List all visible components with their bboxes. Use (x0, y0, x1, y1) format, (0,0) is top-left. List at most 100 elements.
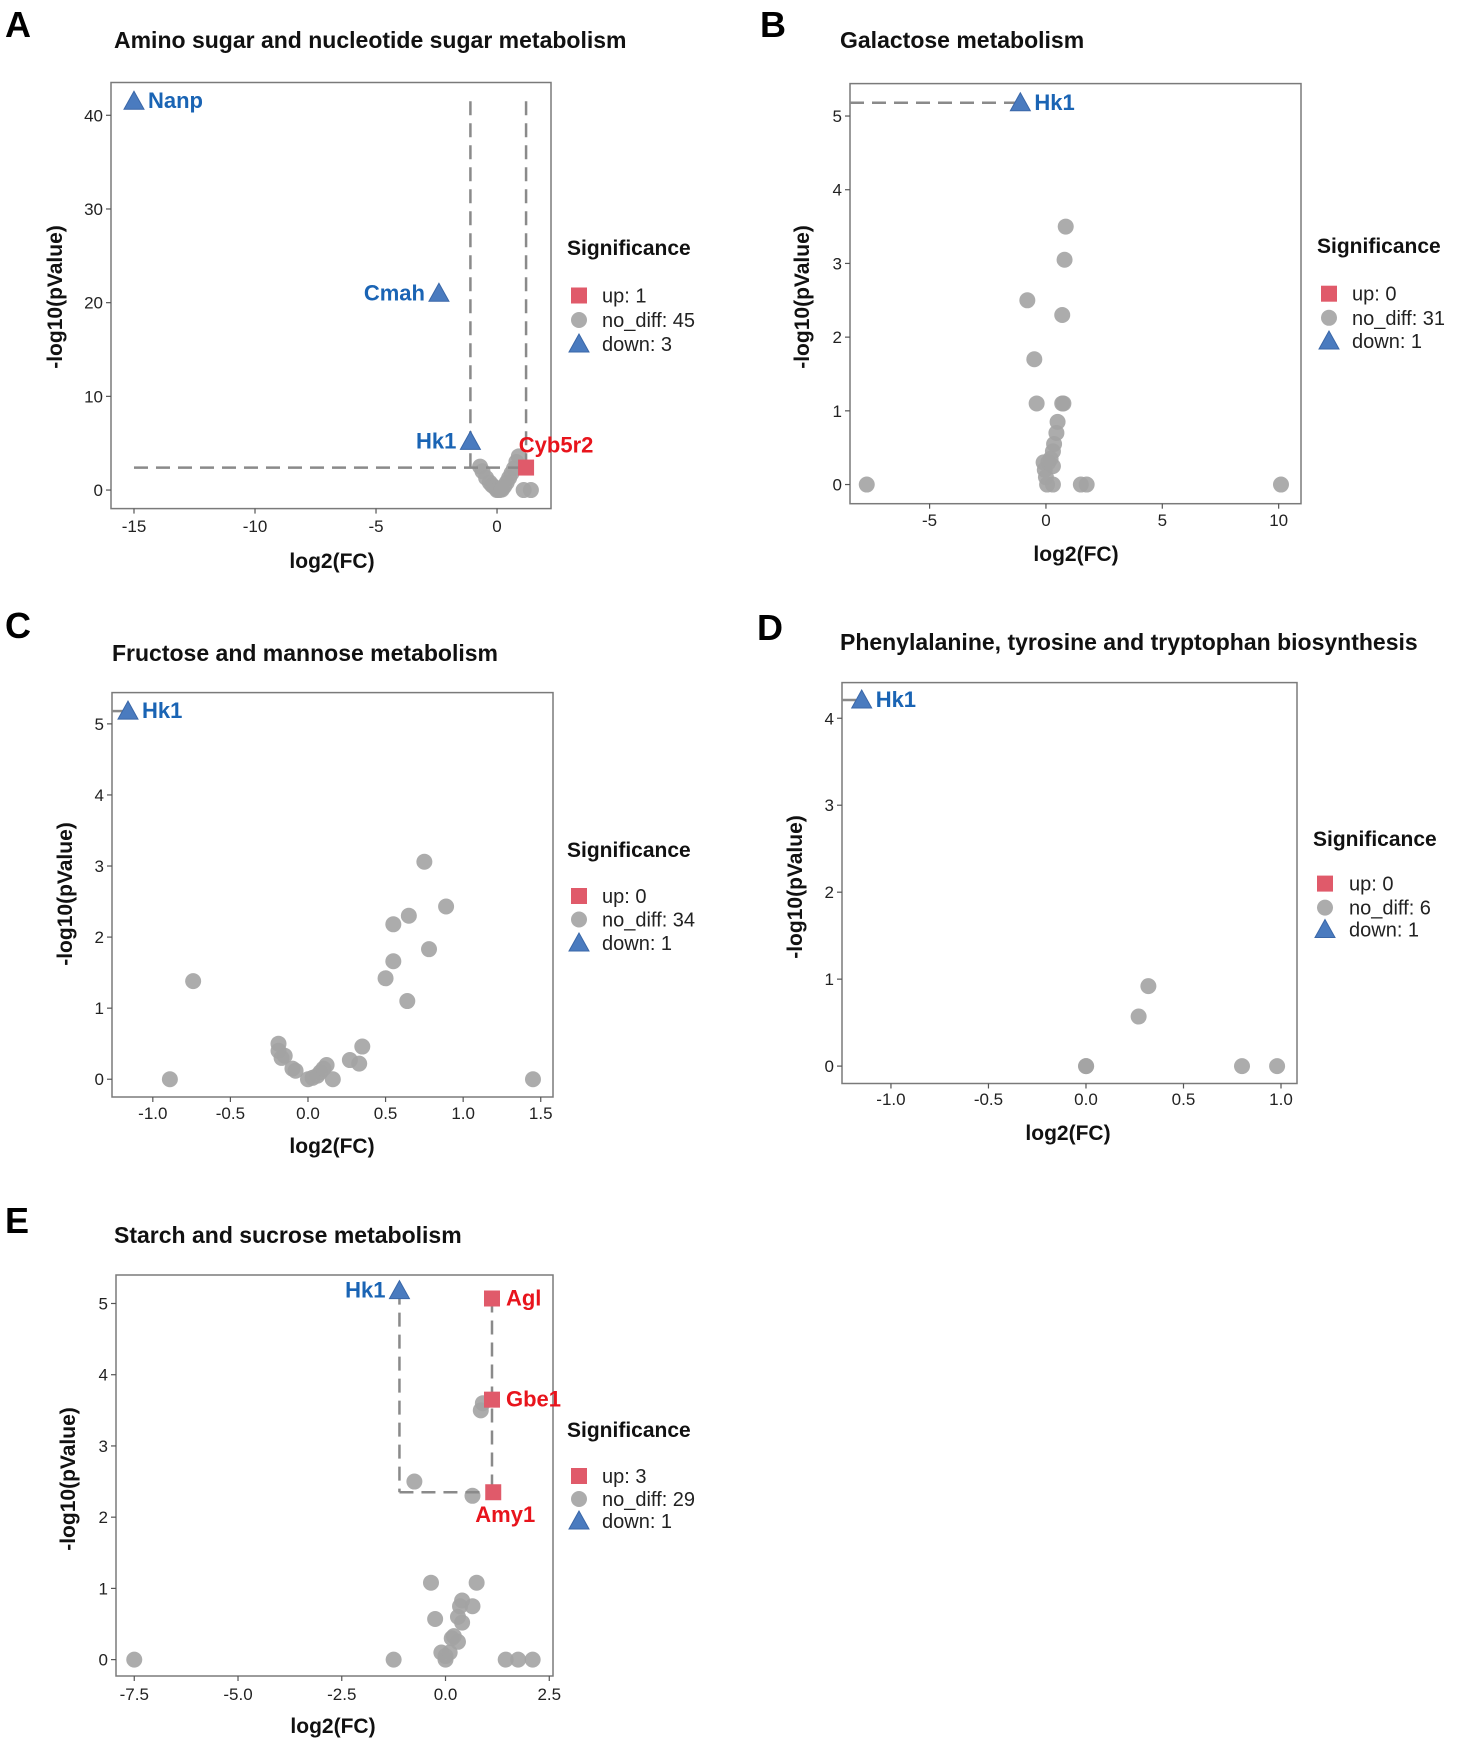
no-diff-point (468, 1574, 485, 1591)
x-tick-label: 0 (1041, 511, 1050, 530)
legend-no-diff-key (571, 312, 587, 328)
legend-item-up: up: 0 (1352, 284, 1396, 306)
points-layer (112, 700, 541, 1088)
x-tick-label: -5 (368, 517, 383, 536)
chart-title: Fructose and mannose metabolism (112, 640, 498, 666)
panel-b: B Galactose metabolism -5 0 5 10 0 1 2 3 4 5 log2(FC… (760, 4, 1445, 566)
y-tick-label: 1 (99, 1579, 108, 1598)
y-tick-label: 20 (84, 294, 103, 313)
no-diff-point (1130, 1008, 1147, 1025)
x-tick-label: 10 (1269, 511, 1288, 530)
legend-no-diff-key (1317, 899, 1333, 916)
x-tick-label: -5.0 (223, 1685, 252, 1704)
no-diff-point (406, 1473, 423, 1490)
x-tick-label: 1.5 (529, 1104, 553, 1123)
legend-up-key (571, 888, 587, 904)
legend-item-down: down: 1 (602, 1511, 672, 1533)
points-layer (123, 90, 539, 499)
x-tick-label: 1.0 (451, 1104, 475, 1123)
legend-title: Significance (567, 1419, 691, 1442)
no-diff-point (427, 1611, 444, 1628)
legend-item-down: down: 1 (1349, 920, 1419, 942)
x-tick-label: 1.0 (1269, 1090, 1293, 1109)
x-tick-label: -5 (922, 511, 937, 530)
no-diff-point (524, 1651, 541, 1668)
no-diff-point (354, 1038, 371, 1055)
x-tick-label: -2.5 (327, 1685, 356, 1704)
legend-item-up: up: 0 (1349, 874, 1393, 896)
down-marker (1009, 91, 1032, 112)
no-diff-point (400, 907, 417, 924)
legend-item-no-diff: no_diff: 6 (1349, 898, 1431, 920)
plot-area (111, 691, 554, 1098)
x-tick-label: 0.0 (434, 1685, 458, 1704)
up-marker (483, 1290, 500, 1307)
y-tick-label: 3 (825, 796, 834, 815)
y-tick-label: 4 (99, 1366, 108, 1385)
y-axis-label: -log10(pValue) (44, 225, 67, 369)
y-tick-label: 1 (825, 970, 834, 989)
x-tick-label: 0.0 (1074, 1090, 1098, 1109)
down-marker (117, 700, 139, 720)
legend-down-key (568, 1509, 590, 1530)
gene-label: Hk1 (142, 698, 182, 723)
no-diff-point (524, 1071, 541, 1088)
legend-title: Significance (1317, 235, 1441, 258)
no-diff-point (276, 1047, 293, 1064)
y-tick-label: 4 (833, 181, 842, 200)
no-diff-point (324, 1071, 341, 1088)
panel-letter: C (5, 605, 31, 646)
legend-down-key (1314, 918, 1336, 938)
chart-title: Phenylalanine, tyrosine and tryptophan b… (840, 629, 1418, 655)
no-diff-point (185, 973, 202, 990)
no-diff-point (1026, 351, 1043, 368)
legend-down-key (568, 931, 590, 952)
no-diff-point (399, 993, 416, 1010)
y-tick-label: 0 (94, 481, 103, 500)
no-diff-point (464, 1598, 481, 1615)
no-diff-point (1044, 458, 1061, 475)
panel-letter: D (757, 607, 783, 648)
chart-title: Galactose metabolism (840, 27, 1084, 53)
y-tick-label: 1 (833, 402, 842, 421)
no-diff-point (318, 1057, 335, 1074)
panel-letter: E (5, 1200, 29, 1241)
x-axis-label: log2(FC) (289, 550, 374, 573)
y-tick-label: 5 (833, 107, 842, 126)
y-axis-label: -log10(pValue) (791, 225, 814, 369)
no-diff-point (454, 1614, 471, 1631)
y-tick-label: 2 (95, 928, 104, 947)
gene-label: Hk1 (416, 428, 456, 453)
down-marker (459, 430, 482, 450)
no-diff-point (385, 916, 402, 933)
gene-label: Nanp (148, 88, 203, 113)
no-diff-point (421, 941, 438, 958)
no-diff-point (497, 1651, 514, 1668)
legend-item-no-diff: no_diff: 31 (1352, 308, 1445, 330)
legend-up-key (1317, 875, 1333, 892)
no-diff-point (1078, 476, 1095, 493)
y-tick-label: 5 (99, 1294, 108, 1313)
gene-label: Hk1 (876, 687, 916, 712)
no-diff-point (1019, 292, 1036, 309)
panel-e: E Starch and sucrose metabolism -7.5 -5.0 -2… (5, 1200, 695, 1738)
legend-title: Significance (1313, 828, 1437, 851)
down-marker (850, 688, 873, 709)
gene-label: Cmah (364, 280, 425, 305)
panel-a: A Amino sugar and nucleotide sugar metabo… (5, 4, 695, 573)
down-marker (428, 282, 450, 302)
x-tick-label: 0.5 (1172, 1090, 1196, 1109)
y-tick-label: 2 (99, 1508, 108, 1527)
plot-area (110, 81, 552, 510)
legend-item-no-diff: no_diff: 34 (602, 910, 695, 932)
no-diff-point (416, 853, 433, 870)
no-diff-point (1056, 251, 1073, 268)
gene-label: Hk1 (345, 1278, 385, 1303)
chart-title: Amino sugar and nucleotide sugar metabol… (114, 27, 626, 53)
panel-c: C Fructose and mannose metabolism -1.0 -0.5… (5, 605, 695, 1158)
gene-label: Gbe1 (506, 1387, 561, 1412)
no-diff-point (1234, 1058, 1251, 1075)
points-layer (126, 1279, 541, 1668)
